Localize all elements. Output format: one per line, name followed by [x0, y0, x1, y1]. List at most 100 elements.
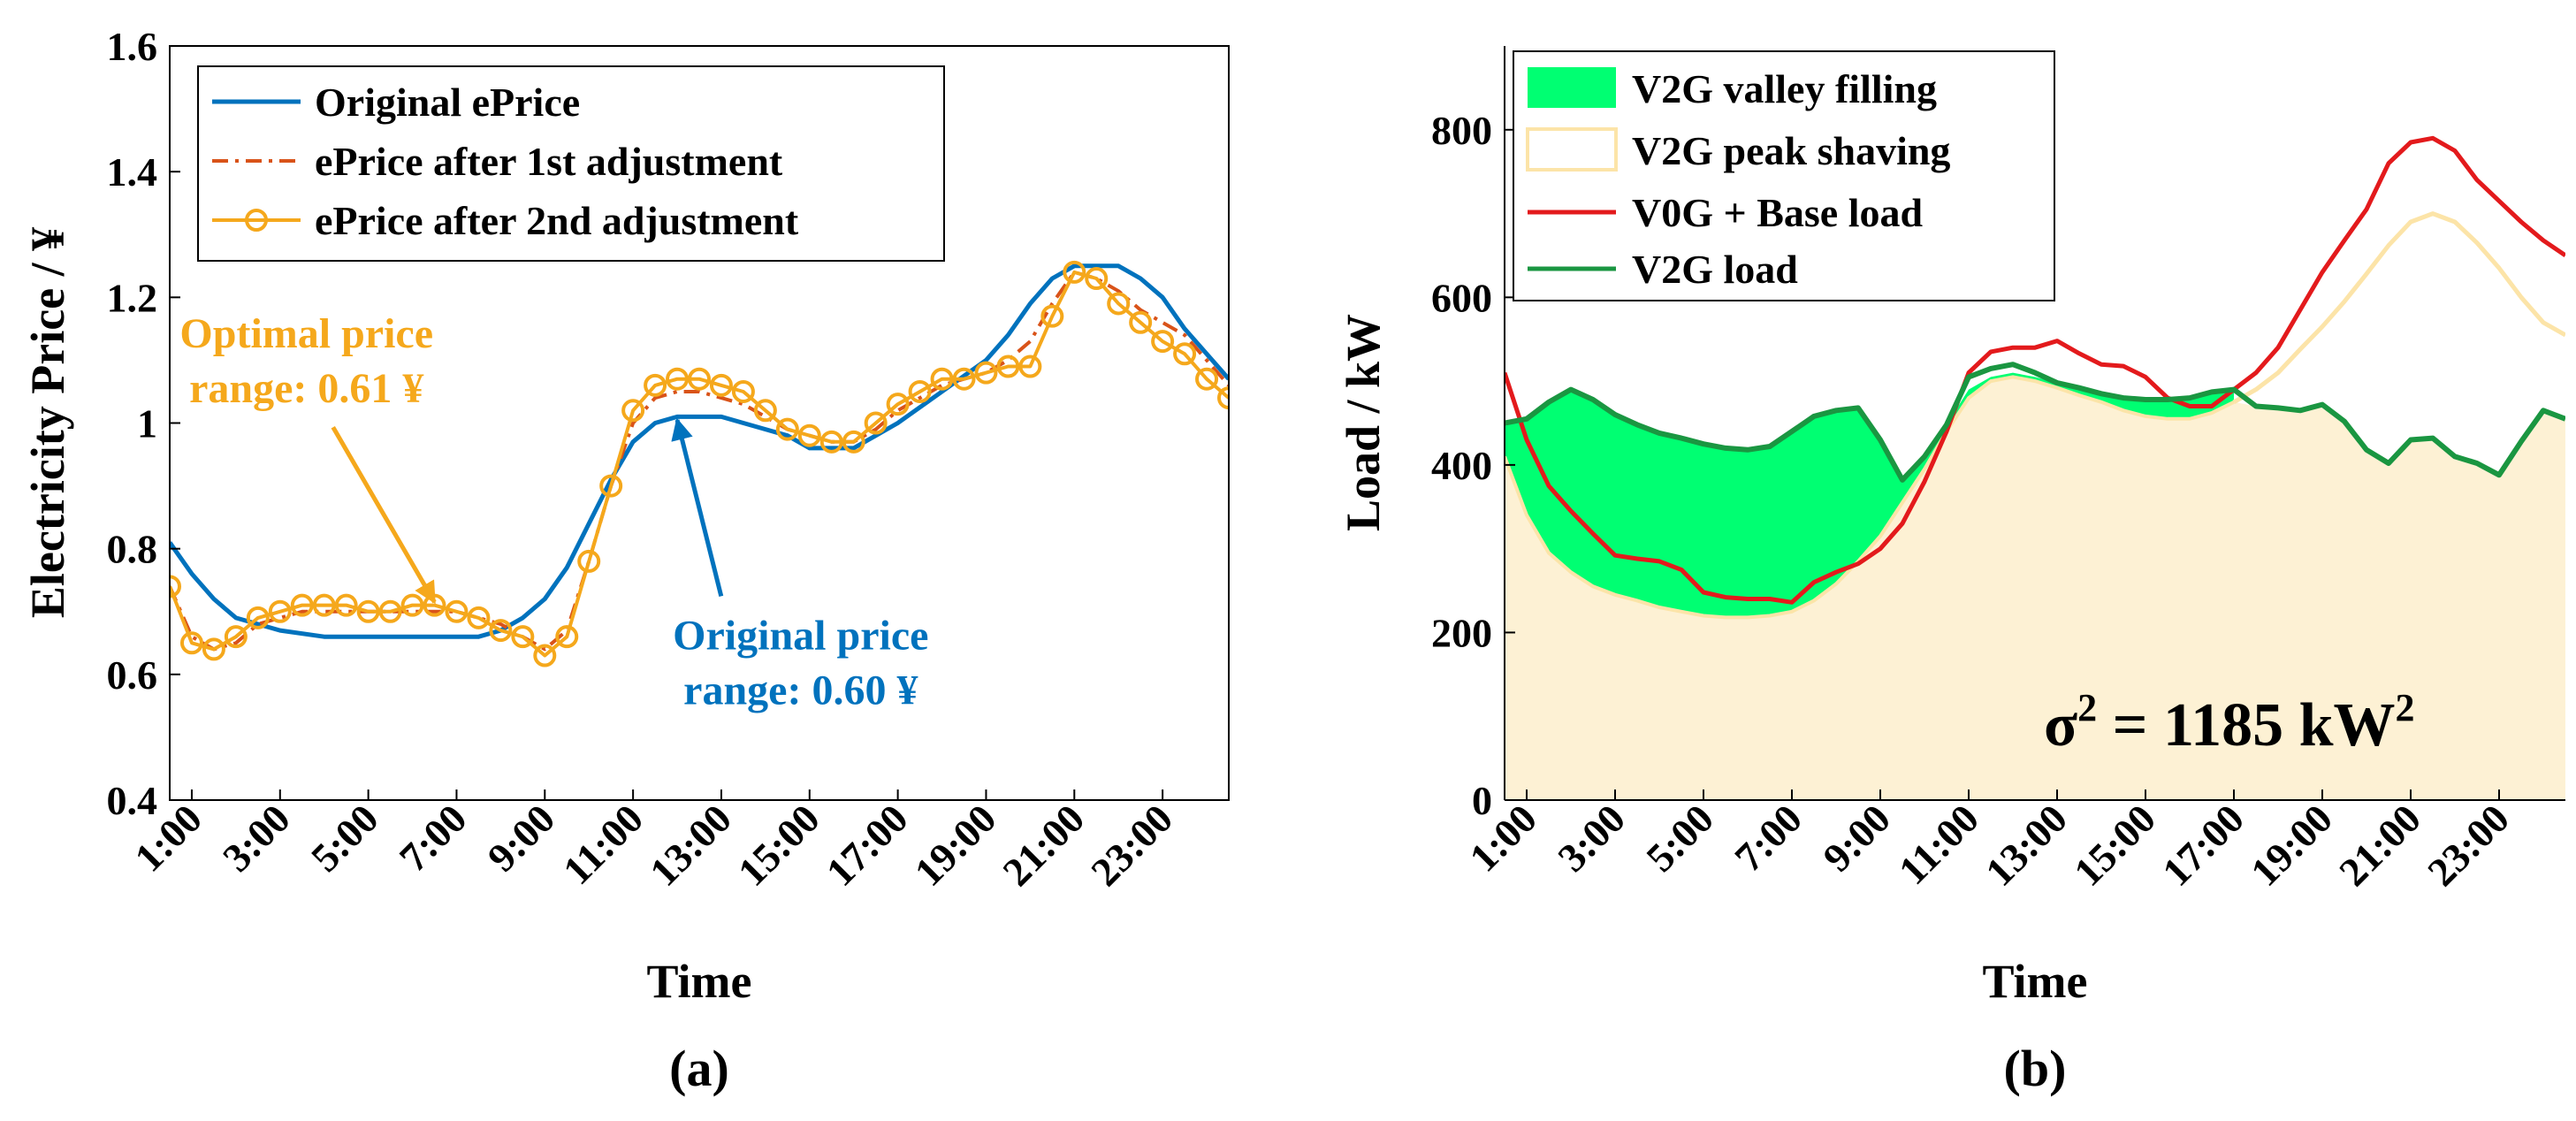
chart-b-xtick-label: 11:00: [1890, 796, 1987, 893]
chart-b-ytick-label: 200: [1431, 610, 1492, 655]
chart-a-ytick-label: 0.8: [107, 527, 158, 572]
chart-a-xlabel: Time: [647, 955, 752, 1008]
chart-a-ytick-label: 0.6: [107, 652, 158, 698]
chart-b-ytick-label: 0: [1472, 778, 1492, 823]
chart-a-xtick-label: 13:00: [641, 796, 740, 895]
series-2nd-adjustment-marker: [445, 599, 469, 623]
chart-a-ytick-label: 1.4: [107, 149, 158, 194]
chart-a-xtick-label: 7:00: [391, 796, 476, 881]
chart-a-ytick-label: 1: [137, 401, 157, 446]
sigma-value: = 1185 kW: [2097, 691, 2395, 759]
series-2nd-adjustment-marker: [819, 430, 843, 454]
series-2nd-adjustment-marker: [775, 417, 799, 441]
chart-a-legend: Original ePrice ePrice after 1st adjustm…: [197, 65, 945, 262]
annotation-0-arrow: [331, 425, 437, 605]
series-2nd-adjustment-marker: [797, 423, 821, 447]
annotation-1-line-0: Original price: [673, 612, 928, 659]
annotation-1-arrow: [671, 417, 724, 598]
series-2nd-adjustment-marker: [533, 644, 557, 667]
series-2nd-adjustment-marker: [334, 593, 358, 617]
series-2nd-adjustment-marker: [246, 606, 270, 629]
series-2nd-adjustment-marker: [577, 549, 601, 573]
series-2nd-adjustment-marker: [1040, 304, 1064, 328]
series-v2g-load-line: [1505, 362, 2565, 483]
sigma-superscript: 2: [2077, 686, 2097, 729]
chart-a-xtick-label: 9:00: [479, 796, 564, 881]
series-2nd-adjustment-marker: [996, 355, 1020, 378]
annotation-1-line-1: range: 0.60 ¥: [683, 667, 918, 713]
chart-a-xtick-label: 5:00: [302, 796, 387, 881]
sigma-symbol: σ: [2044, 691, 2077, 759]
legend-a-label-1st: ePrice after 1st adjustment: [315, 139, 783, 184]
series-2nd-adjustment-marker: [179, 631, 203, 655]
chart-b-ytick-label: 400: [1431, 443, 1492, 488]
series-v2g-peak-shaving-outline: [2232, 211, 2565, 404]
series-2nd-adjustment-marker: [400, 593, 424, 617]
series-2nd-adjustment-marker: [268, 599, 292, 623]
series-2nd-adjustment-marker: [731, 379, 755, 403]
chart-a-plot-area: [170, 260, 1229, 667]
series-2nd-adjustment-marker: [224, 625, 248, 649]
series-2nd-adjustment-marker: [1217, 386, 1229, 410]
chart-a-xtick-label: 15:00: [729, 796, 828, 895]
series-v0g-base-load-line: [1505, 135, 2565, 605]
series-2nd-adjustment-marker: [644, 373, 667, 397]
series-2nd-adjustment-marker: [974, 361, 998, 385]
series-2nd-adjustment-marker: [842, 430, 865, 454]
chart-b-xtick-label: 23:00: [2419, 796, 2518, 895]
series-2nd-adjustment-marker: [1151, 330, 1175, 354]
series-2nd-adjustment-marker: [1173, 342, 1197, 366]
chart-a-ytick-label: 0.4: [107, 778, 158, 823]
series-2nd-adjustment-marker: [489, 619, 513, 643]
chart-b-xtick-label: 15:00: [2065, 796, 2164, 895]
chart-b-xtick-label: 7:00: [1726, 796, 1810, 881]
annotation-0-line-0: Optimal price: [179, 310, 433, 357]
series-2nd-adjustment-marker: [753, 399, 777, 423]
chart-b-xtick-label: 13:00: [1977, 796, 2076, 895]
series-2nd-adjustment-marker: [886, 393, 910, 416]
chart-a-xtick-label: 11:00: [554, 796, 652, 893]
chart-a-legend-box: [197, 65, 945, 262]
chart-a-xtick-label: 3:00: [214, 796, 299, 881]
chart-a-ylabel: Electricity Price / ¥: [21, 227, 74, 618]
chart-a: 0.40.60.811.21.41.61:00 3:00 5:00 7:00 9:001…: [21, 24, 1230, 1097]
series-2nd-adjustment-marker: [599, 474, 623, 498]
chart-b-ytick-label: 600: [1431, 275, 1492, 320]
chart-b-xtick-label: 17:00: [2153, 796, 2252, 895]
chart-b-xtick-label: 9:00: [1814, 796, 1899, 881]
chart-b-legend: V2G valley filling V2G peak shaving V0G …: [1513, 50, 2055, 301]
series-2nd-adjustment-marker: [1063, 260, 1086, 284]
chart-a-xtick-label: 21:00: [994, 796, 1093, 895]
series-2nd-adjustment-marker: [511, 625, 535, 649]
series-2nd-adjustment-marker: [202, 637, 225, 661]
series-2nd-adjustment-marker: [467, 606, 491, 629]
series-2nd-adjustment-marker: [666, 367, 690, 391]
chart-b-plot-area: [1505, 135, 2565, 800]
series-2nd-adjustment-marker: [908, 379, 932, 403]
chart-b-ytick-label: 800: [1431, 108, 1492, 153]
series-2nd-adjustment-marker: [356, 599, 380, 623]
chart-a-xtick-label: 23:00: [1082, 796, 1181, 895]
legend-b-label-v2g: V2G load: [1632, 247, 1798, 292]
series-v2g-valley-filling-area: [1505, 372, 2234, 618]
series-2nd-adjustment-marker: [864, 411, 888, 435]
sigma-unit-superscript: 2: [2396, 686, 2415, 729]
chart-a-ytick-label: 1.2: [107, 275, 158, 320]
series-2nd-adjustment-marker: [1195, 367, 1219, 391]
series-2nd-adjustment-marker: [1129, 310, 1153, 334]
legend-b-swatch-peak: [1526, 127, 1618, 172]
chart-a-annotations: Optimal price range: 0.61 ¥ Original price…: [179, 310, 928, 713]
chart-a-panel-label: (a): [669, 1040, 729, 1097]
series-2nd-adjustment-marker: [1085, 267, 1109, 291]
chart-b-xtick-label: 5:00: [1637, 796, 1722, 881]
chart-b-xtick-label: 21:00: [2330, 796, 2429, 895]
legend-b-label-peak: V2G peak shaving: [1632, 128, 1950, 173]
chart-b-panel-label: (b): [2004, 1040, 2067, 1097]
series-2nd-adjustment-marker: [621, 399, 645, 423]
annotation-0-line-1: range: 0.61 ¥: [189, 365, 423, 412]
series-2nd-adjustment-marker: [1018, 355, 1042, 378]
series-2nd-adjustment-marker: [290, 593, 314, 617]
series-2nd-adjustment-marker: [312, 593, 336, 617]
